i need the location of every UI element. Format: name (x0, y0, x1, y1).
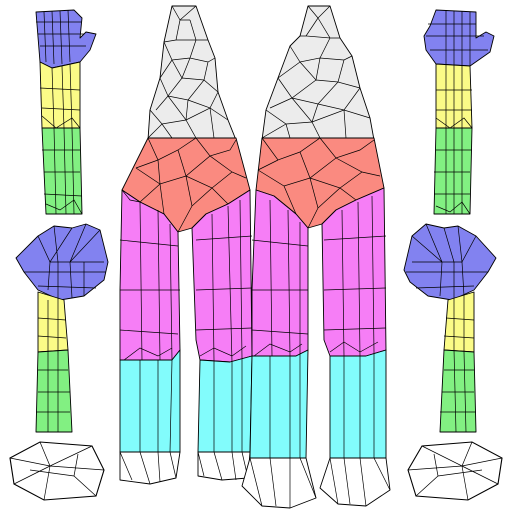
arm-island-top-right (423, 9, 495, 215)
right-shin-region (249, 349, 309, 459)
arm-wireframe-mid-right (406, 223, 488, 433)
left-shin-region-2 (197, 355, 253, 453)
right-body-wireframe (249, 5, 391, 508)
arm-island-top-left (35, 9, 97, 215)
forearm-region-mid-left (35, 349, 73, 433)
arm-wireframe-top-right (426, 10, 488, 215)
left-body-island (119, 5, 253, 485)
upper-arm-region-mid-left (37, 291, 69, 353)
left-shin-region (119, 349, 181, 453)
left-foot-region-2 (197, 451, 251, 481)
wireframe-box-bottom-right (407, 441, 503, 501)
left-head-region (147, 5, 237, 141)
left-body-wireframe (119, 5, 253, 485)
forearm-region-mid-right (439, 349, 477, 433)
arm-island-mid-right (403, 223, 497, 433)
right-body-island (241, 5, 391, 509)
wireframe-box-bottom-left (9, 441, 105, 501)
right-foot-region (241, 457, 317, 509)
upper-arm-region-top-left (39, 61, 81, 129)
upper-arm-region-mid-right (443, 291, 475, 353)
hand-region-top-right (423, 9, 495, 67)
arm-wireframe-top-left (36, 9, 86, 215)
forearm-region-top-right (433, 127, 473, 215)
arm-wireframe-mid-left (24, 223, 106, 432)
forearm-region-top-left (41, 127, 83, 215)
right-foot-region-2 (319, 457, 391, 507)
right-shin-region-2 (329, 349, 387, 459)
arm-island-mid-left (15, 223, 109, 433)
